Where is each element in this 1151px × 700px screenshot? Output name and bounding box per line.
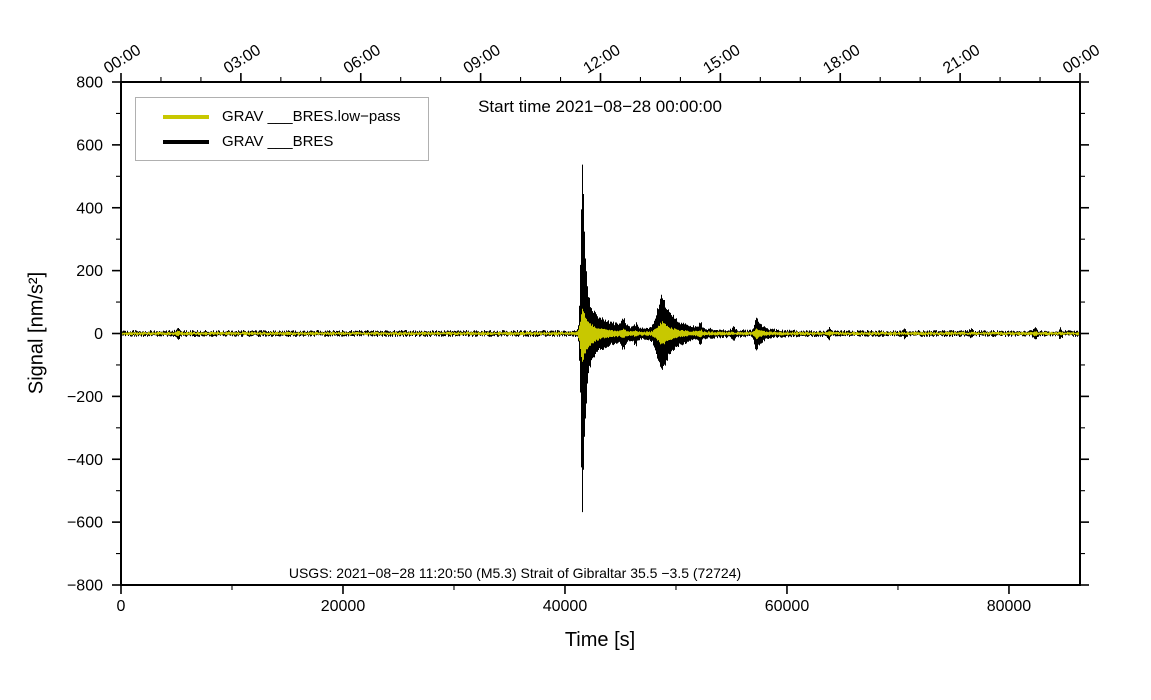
legend-label-lowpass: GRAV ___BRES.low−pass	[222, 108, 401, 125]
top-tick-label: 00:00	[101, 42, 144, 78]
y-axis: −800 −600 −400 −200 0 200 400 600 800	[67, 75, 1089, 595]
y-tick-label: −600	[67, 515, 103, 532]
usgs-event-annotation: USGS: 2021−08−28 11:20:50 (M5.3) Strait …	[288, 565, 742, 581]
x-tick-label: 0	[117, 598, 126, 615]
raw-line-swatch	[163, 139, 209, 144]
y-tick-label: 800	[76, 75, 103, 92]
legend-label-raw: GRAV ___BRES	[222, 133, 334, 150]
x-axis: 0 20000 40000 60000 80000	[117, 585, 1032, 615]
x-axis-title: Time [s]	[564, 629, 636, 651]
plot-title: Start time 2021−08−28 00:00:00	[478, 97, 722, 116]
x-tick-label: 40000	[543, 598, 588, 615]
y-tick-label: −800	[67, 578, 103, 595]
top-tick-label: 12:00	[581, 42, 624, 78]
top-tick-label: 18:00	[820, 42, 863, 78]
x-tick-label: 80000	[987, 598, 1032, 615]
top-tick-label: 03:00	[221, 42, 264, 78]
top-tick-label: 06:00	[341, 42, 384, 78]
legend: GRAV ___BRES.low−pass GRAV ___BRES	[135, 97, 429, 161]
y-tick-label: −200	[67, 389, 103, 406]
y-axis-title: Signal [nm/s²]	[25, 271, 48, 395]
y-tick-label: 400	[76, 200, 103, 217]
legend-item-lowpass: GRAV ___BRES.low−pass	[163, 108, 428, 126]
top-tick-label: 09:00	[461, 42, 504, 78]
lowpass-line-swatch	[163, 114, 209, 119]
y-tick-label: 600	[76, 137, 103, 154]
legend-item-raw: GRAV ___BRES	[163, 133, 428, 151]
top-tick-label: 00:00	[1060, 42, 1103, 78]
plot-frame	[120, 81, 1081, 586]
y-tick-label: −400	[67, 452, 103, 469]
y-tick-label: 200	[76, 263, 103, 280]
top-tick-label: 21:00	[940, 42, 983, 78]
x-tick-label: 60000	[765, 598, 810, 615]
y-tick-label: 0	[94, 326, 103, 343]
top-axis: 00:00 03:00 06:00 09:00 12:00 15:00 18:00 21:00…	[101, 42, 1103, 82]
top-tick-label: 15:00	[700, 42, 743, 78]
x-tick-label: 20000	[321, 598, 366, 615]
